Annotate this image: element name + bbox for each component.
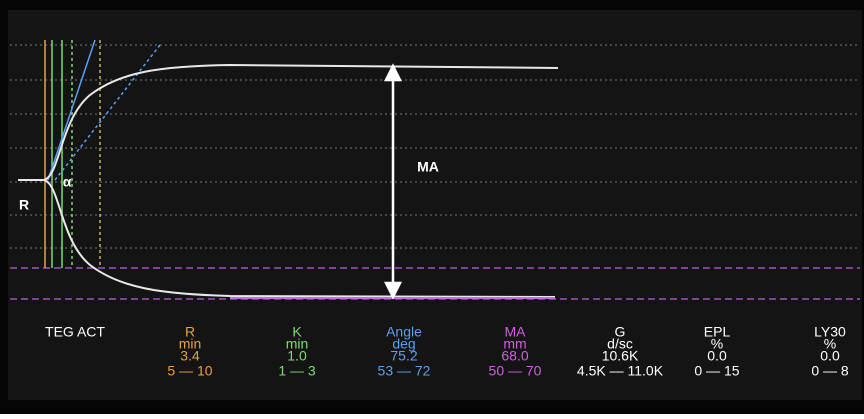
parameter-value: 75.2 [390, 348, 417, 364]
parameter-range: 50 — 70 [489, 363, 542, 379]
ma-label: MA [417, 159, 439, 175]
parameter-range: 53 — 72 [378, 363, 431, 379]
alpha-label: α [63, 174, 72, 190]
parameter-value: 0.0 [820, 348, 840, 364]
parameter-value: 0.0 [707, 348, 727, 364]
r-label: R [19, 197, 29, 213]
parameter-value: 68.0 [501, 348, 528, 364]
parameter-range: 1 — 3 [278, 363, 316, 379]
parameter-value: 1.0 [287, 348, 307, 364]
parameter-value: 10.6K [602, 348, 639, 364]
parameter-value: 3.4 [180, 348, 200, 364]
parameter-range: 4.5K — 11.0K [577, 363, 664, 379]
display [8, 10, 862, 400]
parameter-range: 5 — 10 [167, 363, 212, 379]
parameter-range: 0 — 15 [694, 363, 739, 379]
screen: R α MA TEG ACT Rmin3.45 — 10Kmin1.01 — 3… [0, 0, 864, 414]
parameter-range: 0 — 8 [811, 363, 849, 379]
assay-label: TEG ACT [45, 324, 105, 340]
